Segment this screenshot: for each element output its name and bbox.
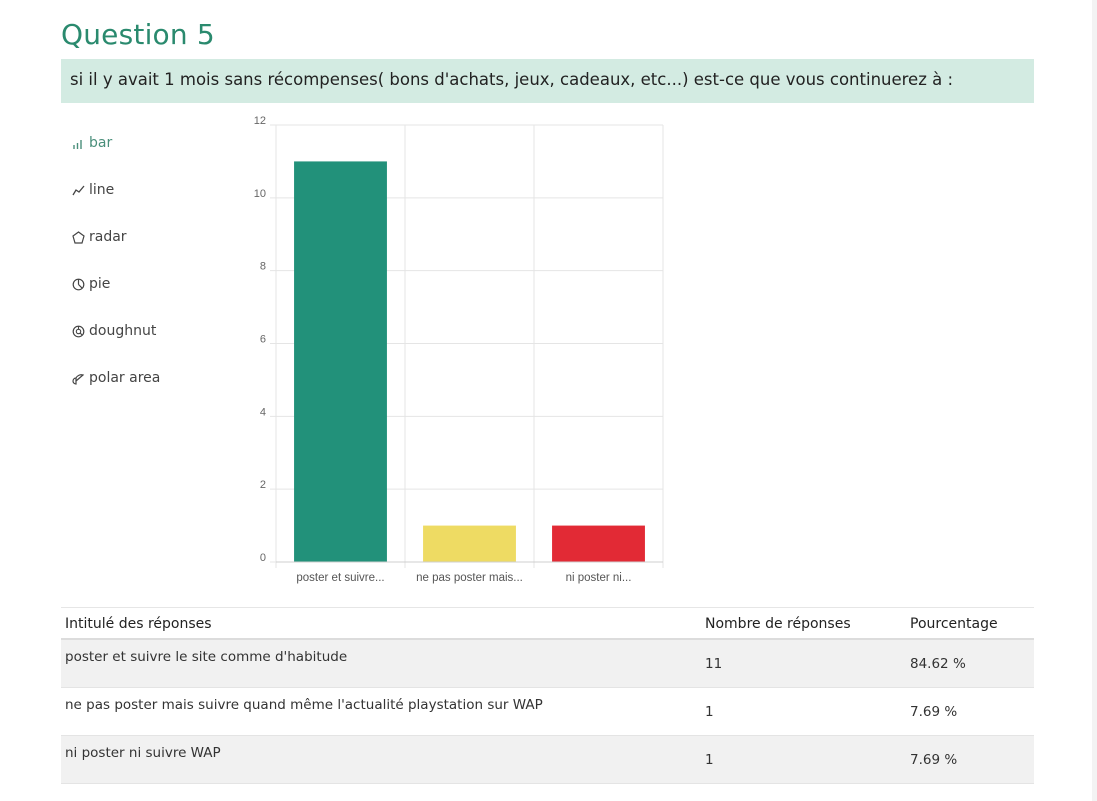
row-label: poster et suivre le site comme d'habitud… [65, 649, 348, 665]
y-tick-label: 6 [260, 334, 266, 346]
header-count: Nombre de réponses [705, 616, 851, 632]
chart-type-polar-area[interactable]: polar area [72, 366, 160, 390]
responses-table: Intitulé des réponses Nombre de réponses… [61, 607, 1034, 784]
row-count: 11 [705, 656, 723, 672]
row-label: ni poster ni suivre WAP [65, 745, 221, 761]
chart-type-doughnut[interactable]: doughnut [72, 319, 156, 343]
chart-type-radar[interactable]: radar [72, 225, 127, 249]
question-banner: si il y avait 1 mois sans récompenses( b… [61, 59, 1034, 103]
header-percentage: Pourcentage [910, 616, 998, 632]
chart-type-line[interactable]: line [72, 178, 114, 202]
y-tick-label: 2 [260, 479, 266, 491]
row-percentage: 7.69 % [910, 704, 958, 720]
radar-chart-icon [72, 230, 85, 244]
row-label: ne pas poster mais suivre quand même l'a… [65, 697, 543, 713]
table-row: poster et suivre le site comme d'habitud… [61, 640, 1034, 688]
row-percentage: 7.69 % [910, 752, 958, 768]
line-chart-icon [72, 184, 85, 197]
bar-chart-icon [72, 137, 85, 150]
chart-type-bar-label: bar [89, 135, 113, 151]
question-title: Question 5 [61, 18, 215, 51]
y-tick-label: 4 [260, 406, 266, 418]
y-tick-label: 10 [254, 188, 266, 200]
chart-type-radar-label: radar [89, 229, 127, 245]
table-header: Intitulé des réponses Nombre de réponses… [61, 607, 1034, 640]
x-tick-label: ni poster ni... [566, 572, 632, 584]
bar [423, 525, 516, 562]
chart-type-polar-area-label: polar area [89, 370, 161, 386]
row-count: 1 [705, 752, 714, 768]
y-tick-label: 12 [254, 115, 266, 127]
pie-chart-icon [72, 278, 85, 291]
bar [294, 161, 387, 562]
page-edge [1092, 0, 1097, 801]
x-tick-label: poster et suivre... [296, 572, 384, 584]
chart-type-doughnut-label: doughnut [89, 323, 157, 339]
chart-type-line-label: line [89, 182, 115, 198]
bar-chart: 0 2 4 6 8 10 12 poster et suivre... ne pas poste… [254, 115, 664, 584]
polar-area-chart-icon [72, 372, 85, 385]
chart-type-pie-label: pie [89, 276, 111, 292]
bar [552, 525, 645, 562]
table-row: ne pas poster mais suivre quand même l'a… [61, 688, 1034, 736]
doughnut-chart-icon [72, 325, 85, 338]
x-tick-label: ne pas poster mais... [416, 572, 523, 584]
header-label: Intitulé des réponses [65, 616, 212, 632]
y-tick-label: 8 [260, 261, 266, 273]
y-tick-label: 0 [260, 552, 266, 564]
table-row: ni poster ni suivre WAP 1 7.69 % [61, 736, 1034, 784]
row-count: 1 [705, 704, 714, 720]
question-text: si il y avait 1 mois sans récompenses( b… [70, 70, 954, 89]
chart-type-bar[interactable]: bar [72, 131, 112, 155]
chart-type-pie[interactable]: pie [72, 272, 110, 296]
row-percentage: 84.62 % [910, 656, 966, 672]
